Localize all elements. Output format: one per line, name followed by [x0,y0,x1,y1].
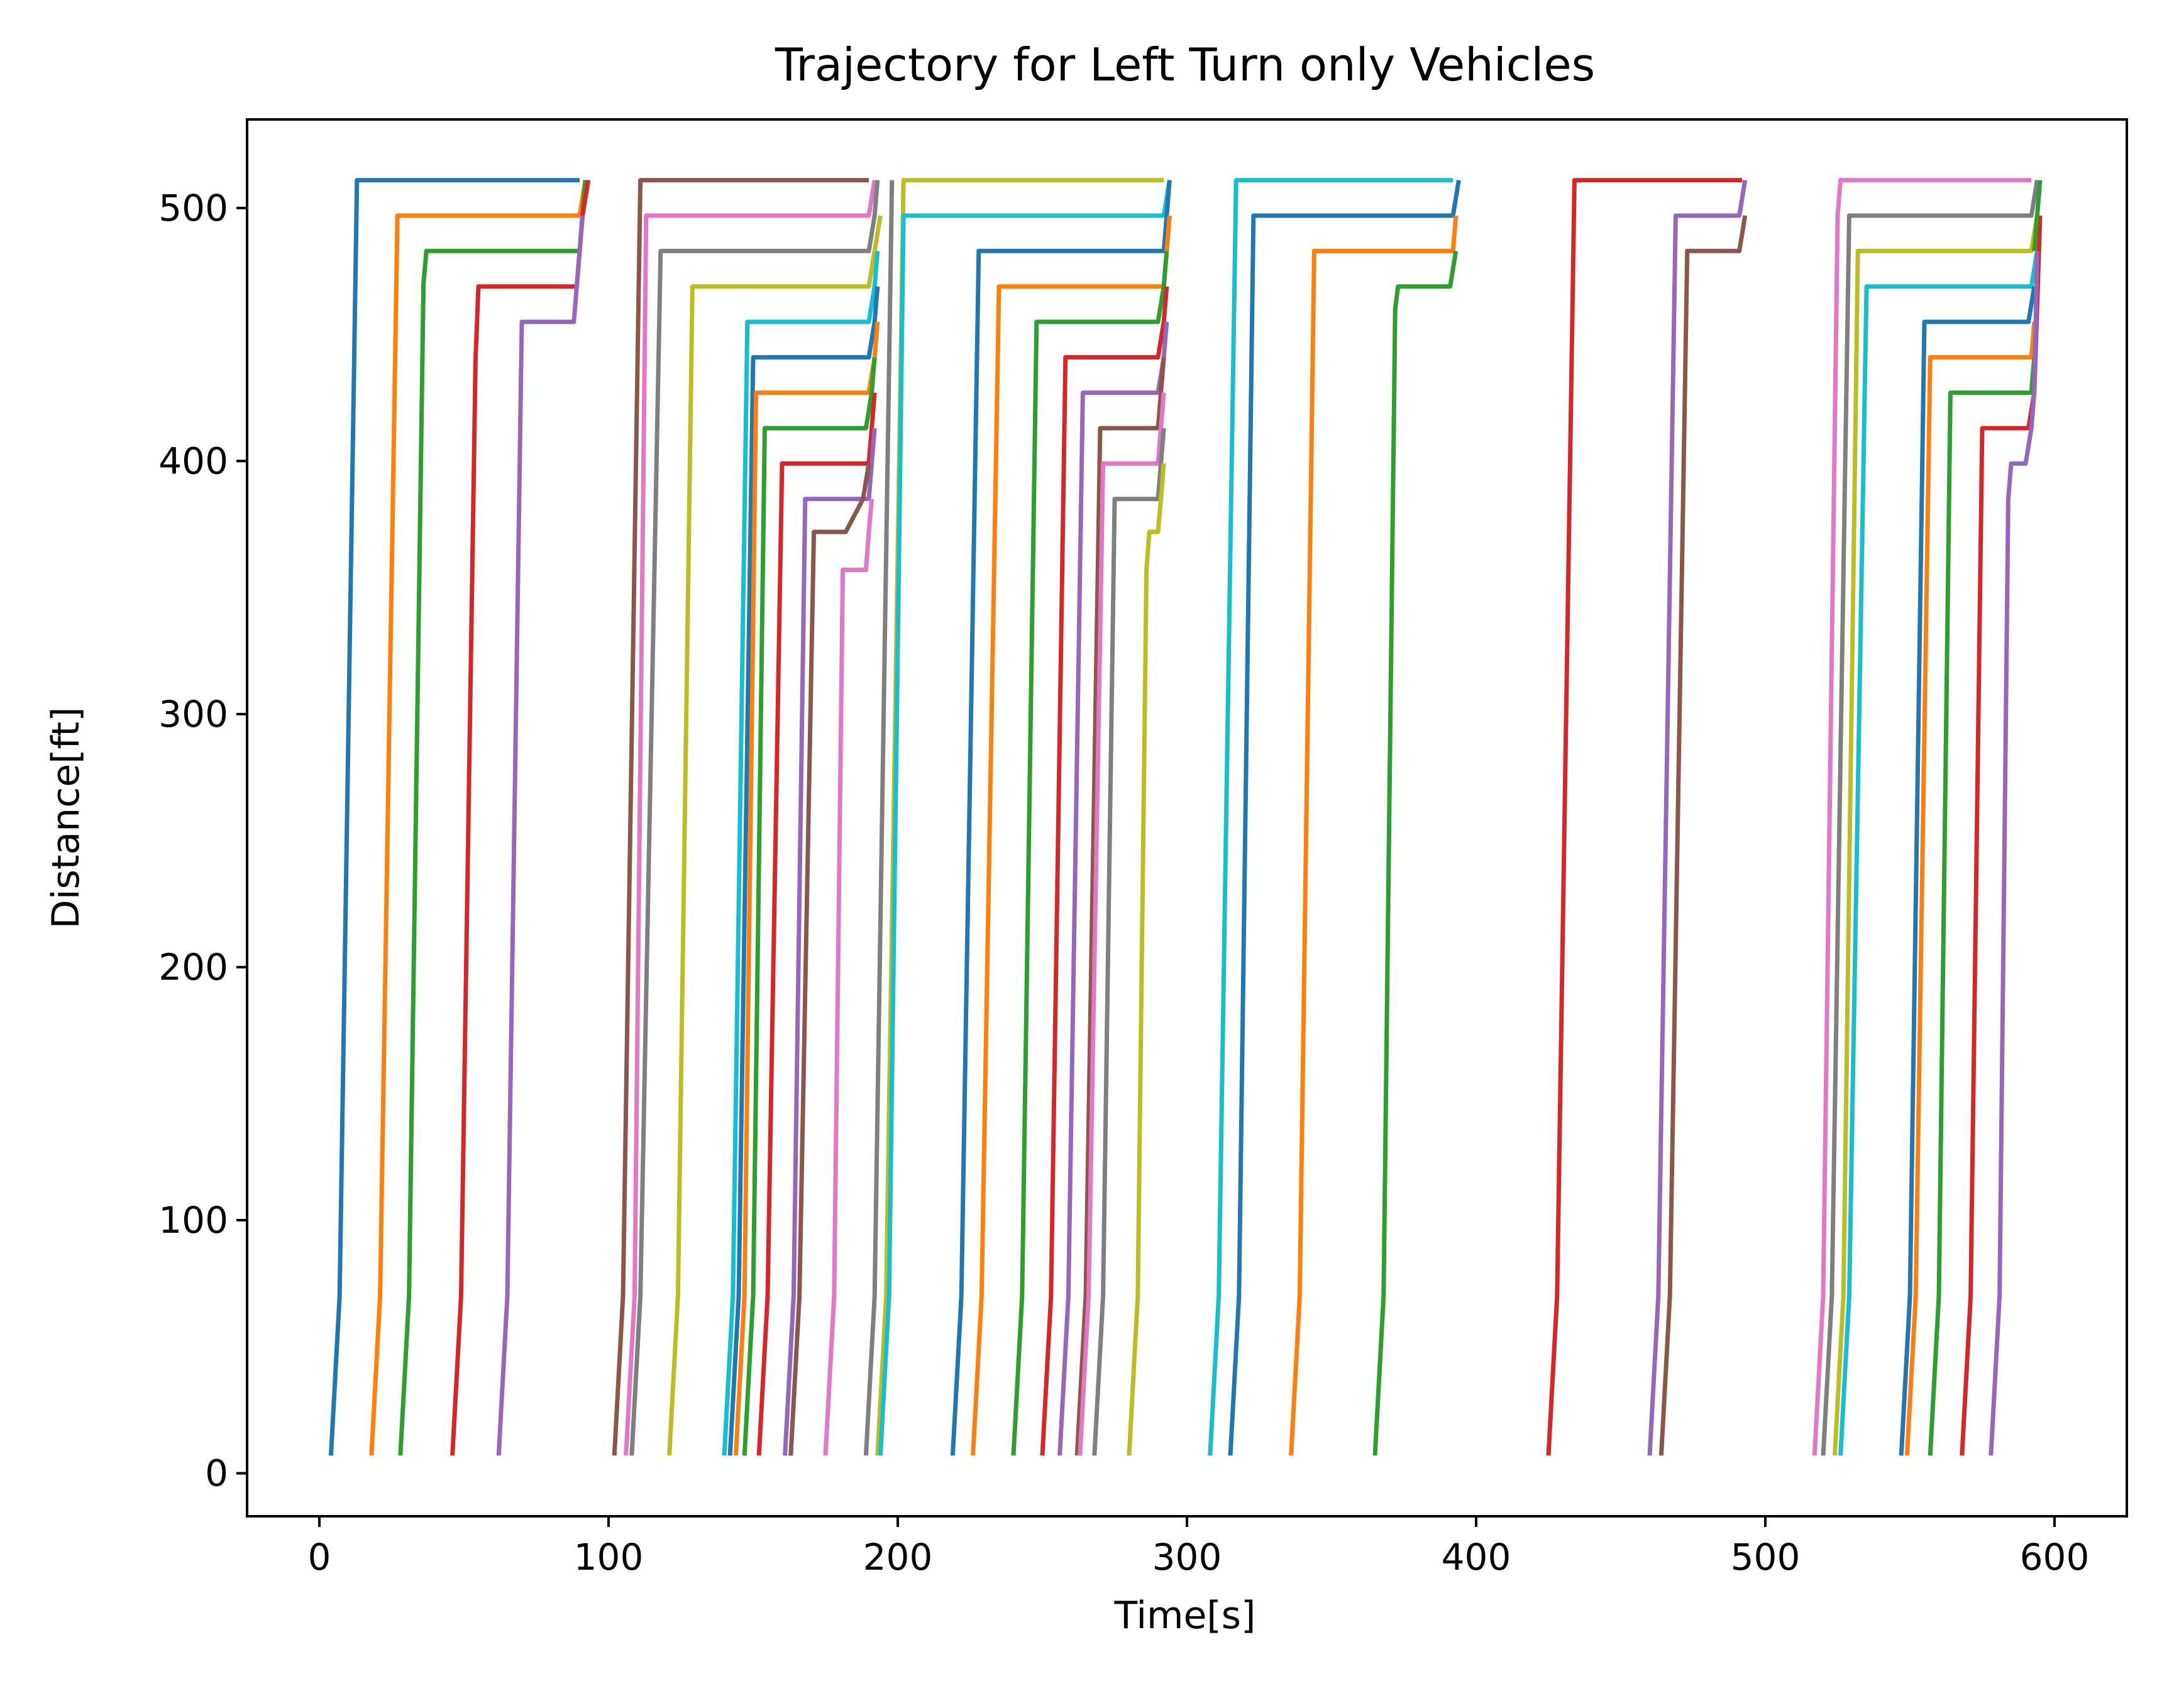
series-group [328,178,2043,1456]
series-line-16 [788,463,871,1456]
y-tick-label: 100 [158,1199,228,1242]
series-line-28 [1092,427,1166,1456]
y-tick-label: 400 [158,439,228,482]
series-line-32 [1289,215,1459,1456]
x-axis: 0 100 200 300 400 500 600 [308,1516,2090,1579]
series-line-21 [950,180,1172,1456]
series-line-5 [496,215,585,1456]
x-tick-label: 500 [1731,1536,1801,1579]
series-line-35 [1647,180,1748,1456]
series-line-15 [783,427,877,1456]
y-tick-label: 300 [158,693,228,736]
x-tick-label: 0 [308,1536,331,1579]
series-line-24 [1040,286,1169,1456]
series-line-45 [1989,251,2039,1456]
x-axis-label: Time[s] [1114,1594,1256,1638]
series-line-41 [1899,286,2037,1456]
x-tick-label: 100 [574,1536,644,1579]
series-line-6 [612,178,869,1456]
x-tick-label: 200 [863,1536,933,1579]
series-line-17 [823,499,874,1456]
series-line-25 [1057,321,1169,1456]
series-line-38 [1821,180,2039,1456]
series-line-1 [328,178,580,1456]
series-line-29 [1127,463,1166,1456]
y-axis-label: Distance[ft] [44,707,88,929]
x-tick-label: 400 [1442,1536,1511,1579]
series-line-18 [863,180,895,1456]
series-line-22 [971,215,1172,1456]
series-line-23 [1011,251,1169,1456]
series-line-8 [629,180,880,1456]
y-axis: 0 100 200 300 400 500 [158,187,247,1495]
series-line-34 [1546,178,1743,1456]
series-line-40 [1838,250,2039,1456]
series-line-30 [1208,178,1454,1456]
series-line-27 [1078,392,1166,1456]
y-tick-label: 0 [205,1452,228,1495]
y-tick-label: 200 [158,945,228,988]
series-line-11 [727,286,880,1456]
series-line-33 [1372,250,1459,1456]
series-line-36 [1658,215,1748,1456]
series-line-7 [624,180,877,1456]
series-line-46 [2032,180,2043,251]
series-line-10 [722,251,880,1456]
series-line-26 [1074,357,1166,1456]
series-line-31 [1228,180,1461,1456]
series-line-14 [756,392,877,1456]
series-line-37 [1812,178,2032,1456]
x-tick-label: 300 [1152,1536,1222,1579]
y-tick-label: 500 [158,187,228,229]
series-line-13 [742,357,877,1456]
chart-title: Trajectory for Left Turn only Vehicles [775,38,1595,91]
series-line-12 [733,321,880,1456]
series-line-42 [1904,321,2037,1456]
x-tick-label: 600 [2020,1536,2090,1579]
series-line-9 [667,215,883,1456]
